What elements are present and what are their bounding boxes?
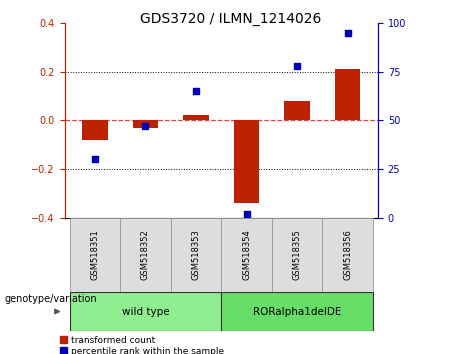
- Bar: [183, 115, 209, 120]
- Bar: [272, 218, 322, 292]
- Point: [344, 30, 351, 36]
- Bar: [234, 120, 259, 203]
- Point: [192, 88, 200, 94]
- Text: GSM518351: GSM518351: [90, 229, 100, 280]
- Text: GDS3720 / ILMN_1214026: GDS3720 / ILMN_1214026: [140, 12, 321, 27]
- Bar: [82, 120, 107, 140]
- Bar: [322, 218, 373, 292]
- Point: [142, 124, 149, 129]
- Bar: [70, 292, 221, 331]
- Bar: [70, 218, 120, 292]
- Text: GSM518356: GSM518356: [343, 229, 352, 280]
- Bar: [221, 292, 373, 331]
- Text: GSM518354: GSM518354: [242, 229, 251, 280]
- Text: GSM518355: GSM518355: [293, 229, 301, 280]
- Text: RORalpha1delDE: RORalpha1delDE: [253, 307, 341, 316]
- Point: [91, 156, 99, 162]
- Bar: [335, 69, 361, 120]
- Text: wild type: wild type: [122, 307, 169, 316]
- Legend: transformed count, percentile rank within the sample: transformed count, percentile rank withi…: [60, 336, 224, 354]
- Bar: [120, 218, 171, 292]
- Text: GSM518352: GSM518352: [141, 229, 150, 280]
- Bar: [171, 218, 221, 292]
- Bar: [284, 101, 310, 120]
- Point: [243, 211, 250, 217]
- Text: genotype/variation: genotype/variation: [5, 294, 97, 304]
- Point: [294, 63, 301, 69]
- Text: GSM518353: GSM518353: [191, 229, 201, 280]
- Bar: [221, 218, 272, 292]
- Bar: [133, 120, 158, 128]
